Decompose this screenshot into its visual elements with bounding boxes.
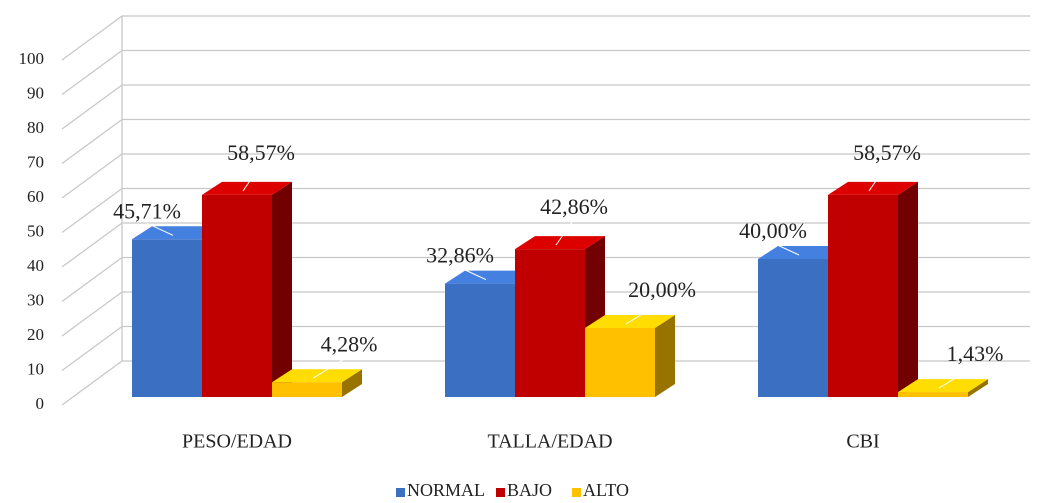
bar: [828, 194, 898, 397]
bar-side: [272, 181, 292, 397]
grid-line: [61, 153, 1030, 199]
bar: [898, 392, 968, 397]
legend-swatch: [496, 488, 505, 497]
bar-top: [515, 236, 605, 250]
x-tick-label: PESO/EDAD: [182, 431, 292, 453]
value-label: 40,00%: [739, 218, 807, 243]
legend-swatch: [572, 488, 581, 497]
y-tick-label: 20: [27, 325, 44, 344]
leader-line: [938, 365, 976, 389]
bar: [515, 249, 585, 397]
bar-side: [655, 315, 675, 397]
y-tick-label: 50: [27, 221, 44, 240]
bar: [758, 259, 828, 397]
y-tick-label: 10: [27, 359, 44, 378]
grid-line: [61, 325, 1030, 372]
y-tick-label: 100: [19, 49, 45, 68]
legend-label: BAJO: [507, 480, 552, 500]
y-tick-label: 80: [27, 118, 44, 137]
value-label: 42,86%: [540, 194, 608, 219]
leader-line: [868, 164, 888, 192]
bar: [202, 194, 272, 397]
grid-line: [61, 360, 1030, 406]
value-label: 58,57%: [853, 140, 921, 165]
bar: [132, 239, 202, 397]
grid-line: [61, 256, 1030, 303]
grid-line: [61, 187, 1030, 234]
leader-line: [625, 301, 663, 325]
bar: [272, 382, 342, 397]
y-tick-label: 60: [27, 187, 44, 206]
legend-swatch: [396, 488, 405, 497]
grid-line: [61, 15, 1030, 61]
legend-label: ALTO: [583, 480, 629, 500]
bar: [585, 328, 655, 397]
bar-side: [968, 379, 988, 397]
value-label: 1,43%: [947, 341, 1004, 366]
bar-side: [898, 181, 918, 397]
legend-label: NORMAL: [407, 480, 485, 500]
leader-line: [459, 267, 487, 281]
y-tick-label: 30: [27, 290, 44, 309]
value-label: 45,71%: [113, 198, 181, 223]
leader-line: [772, 242, 800, 256]
leader-line: [555, 218, 575, 246]
grid-line: [61, 291, 1030, 337]
bar-top: [202, 181, 292, 195]
y-tick-label: 40: [27, 256, 44, 275]
value-label: 32,86%: [426, 243, 494, 268]
bar-side: [342, 369, 362, 397]
leader-line: [312, 355, 350, 379]
value-label: 4,28%: [321, 331, 378, 356]
x-tick-label: TALLA/EDAD: [487, 431, 612, 453]
y-tick-label: 0: [36, 394, 45, 413]
grid-line: [61, 222, 1030, 268]
value-label: 58,57%: [227, 140, 295, 165]
value-label: 20,00%: [628, 277, 696, 302]
bar-top: [758, 246, 848, 259]
bar-top: [132, 226, 222, 240]
leader-line: [242, 164, 262, 192]
y-tick-label: 90: [27, 83, 44, 102]
bar-top: [828, 181, 918, 195]
grid-line: [61, 84, 1030, 130]
bar: [445, 283, 515, 397]
grid-line: [61, 118, 1030, 165]
x-tick-label: CBI: [846, 431, 879, 453]
grid-line: [61, 49, 1030, 96]
y-tick-label: 70: [27, 152, 44, 171]
bar-top: [445, 270, 535, 284]
leader-line: [146, 222, 174, 236]
